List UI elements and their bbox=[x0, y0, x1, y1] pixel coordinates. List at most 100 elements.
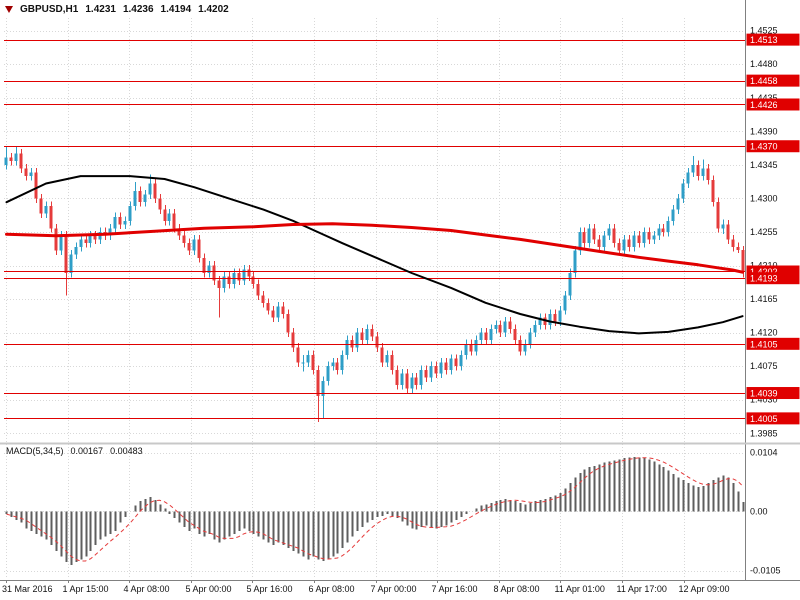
candle-body bbox=[158, 198, 162, 210]
candle-body bbox=[726, 224, 730, 240]
candle-body bbox=[489, 328, 493, 341]
candle-body bbox=[133, 190, 137, 206]
candle-body bbox=[474, 340, 478, 352]
candle-body bbox=[212, 265, 216, 281]
candles-layer bbox=[4, 146, 745, 423]
candle-body bbox=[93, 235, 97, 240]
price-badge-label: 1.4005 bbox=[750, 414, 778, 424]
candle-body bbox=[44, 205, 48, 214]
candle-body bbox=[355, 332, 359, 348]
candle-body bbox=[29, 172, 33, 177]
candle-body bbox=[508, 321, 512, 329]
candle-body bbox=[400, 373, 404, 385]
price-tick-label: 1.4525 bbox=[750, 26, 778, 36]
ohlc-open: 1.4231 bbox=[85, 4, 116, 15]
candle-body bbox=[261, 295, 265, 303]
candle-body bbox=[721, 224, 725, 229]
time-axis-label: 11 Apr 17:00 bbox=[617, 584, 667, 594]
candle-body bbox=[207, 265, 211, 273]
price-badge-label: 1.4458 bbox=[750, 76, 778, 86]
candle-body bbox=[326, 366, 330, 382]
candle-body bbox=[4, 157, 8, 165]
price-badge-label: 1.4202 bbox=[750, 267, 778, 277]
candle-body bbox=[217, 280, 221, 288]
candle-body bbox=[380, 347, 384, 363]
symbol-marker-icon bbox=[5, 6, 13, 13]
candle-body bbox=[553, 313, 557, 322]
price-badge bbox=[746, 337, 800, 350]
candle-body bbox=[652, 235, 656, 240]
candle-body bbox=[637, 235, 641, 244]
candle-body bbox=[128, 205, 132, 221]
time-axis-label: 1 Apr 15:00 bbox=[63, 584, 109, 594]
candle-body bbox=[558, 310, 562, 322]
macd-axis-label: -0.0105 bbox=[750, 566, 781, 576]
candle-body bbox=[563, 295, 567, 311]
time-axis-label: 5 Apr 00:00 bbox=[186, 584, 232, 594]
candle-body bbox=[632, 235, 636, 247]
grid-layer bbox=[4, 18, 745, 583]
candle-body bbox=[276, 306, 280, 318]
candle-body bbox=[64, 235, 68, 273]
candle-body bbox=[247, 269, 251, 277]
candle-body bbox=[395, 369, 399, 385]
price-tick-label: 1.4165 bbox=[750, 294, 778, 304]
candle-body bbox=[266, 302, 270, 311]
price-tick-label: 1.4300 bbox=[750, 193, 778, 203]
candle-body bbox=[360, 332, 364, 341]
candle-body bbox=[345, 340, 349, 356]
candle-body bbox=[375, 336, 379, 348]
candle-body bbox=[686, 172, 690, 184]
candle-body bbox=[578, 231, 582, 251]
candle-body bbox=[19, 153, 23, 169]
candle-body bbox=[513, 328, 517, 341]
macd-layer bbox=[4, 453, 745, 572]
candle-body bbox=[242, 269, 246, 281]
candle-body bbox=[405, 373, 409, 389]
time-axis-label: 5 Apr 16:00 bbox=[247, 584, 293, 594]
candle-body bbox=[469, 343, 473, 352]
price-badge bbox=[746, 387, 800, 400]
price-tick-label: 1.4390 bbox=[750, 126, 778, 136]
candle-body bbox=[365, 328, 369, 341]
candle-body bbox=[657, 228, 661, 236]
candle-body bbox=[543, 317, 547, 326]
price-badge-label: 1.4426 bbox=[750, 100, 778, 110]
candle-body bbox=[251, 276, 255, 285]
macd-axis-label: 0.0104 bbox=[750, 448, 778, 458]
price-badge bbox=[746, 98, 800, 111]
price-badge bbox=[746, 33, 800, 46]
candle-body bbox=[88, 235, 92, 244]
ohlc-low: 1.4194 bbox=[160, 4, 192, 15]
price-badge-label: 1.4513 bbox=[750, 35, 778, 45]
candle-body bbox=[711, 179, 715, 203]
candle-body bbox=[286, 313, 290, 333]
candle-body bbox=[385, 355, 389, 363]
ohlc-high: 1.4236 bbox=[122, 4, 154, 15]
price-tick-label: 1.4345 bbox=[750, 160, 778, 170]
ma-red-line[interactable] bbox=[5, 222, 744, 274]
candle-body bbox=[227, 276, 231, 285]
symbol-timeframe: GBPUSD,H1 bbox=[20, 4, 79, 15]
candle-body bbox=[74, 246, 78, 255]
price-tick-label: 1.4255 bbox=[750, 227, 778, 237]
candle-body bbox=[123, 220, 127, 225]
price-tick-label: 1.4120 bbox=[750, 328, 778, 338]
candle-body bbox=[439, 362, 443, 374]
candle-body bbox=[39, 198, 43, 214]
candle-body bbox=[449, 358, 453, 370]
candle-body bbox=[340, 355, 344, 370]
candle-body bbox=[671, 209, 675, 221]
macd-axis-label: 0.00 bbox=[750, 506, 768, 516]
candle-body bbox=[666, 220, 670, 232]
candle-body bbox=[256, 284, 260, 296]
time-axis-label: 11 Apr 01:00 bbox=[555, 584, 605, 594]
candle-body bbox=[24, 168, 28, 177]
candle-body bbox=[316, 369, 320, 397]
candle-body bbox=[414, 377, 418, 385]
candle-body bbox=[617, 243, 621, 251]
candle-body bbox=[9, 157, 13, 162]
candle-body bbox=[153, 183, 157, 199]
ma-black-line[interactable] bbox=[5, 175, 744, 335]
